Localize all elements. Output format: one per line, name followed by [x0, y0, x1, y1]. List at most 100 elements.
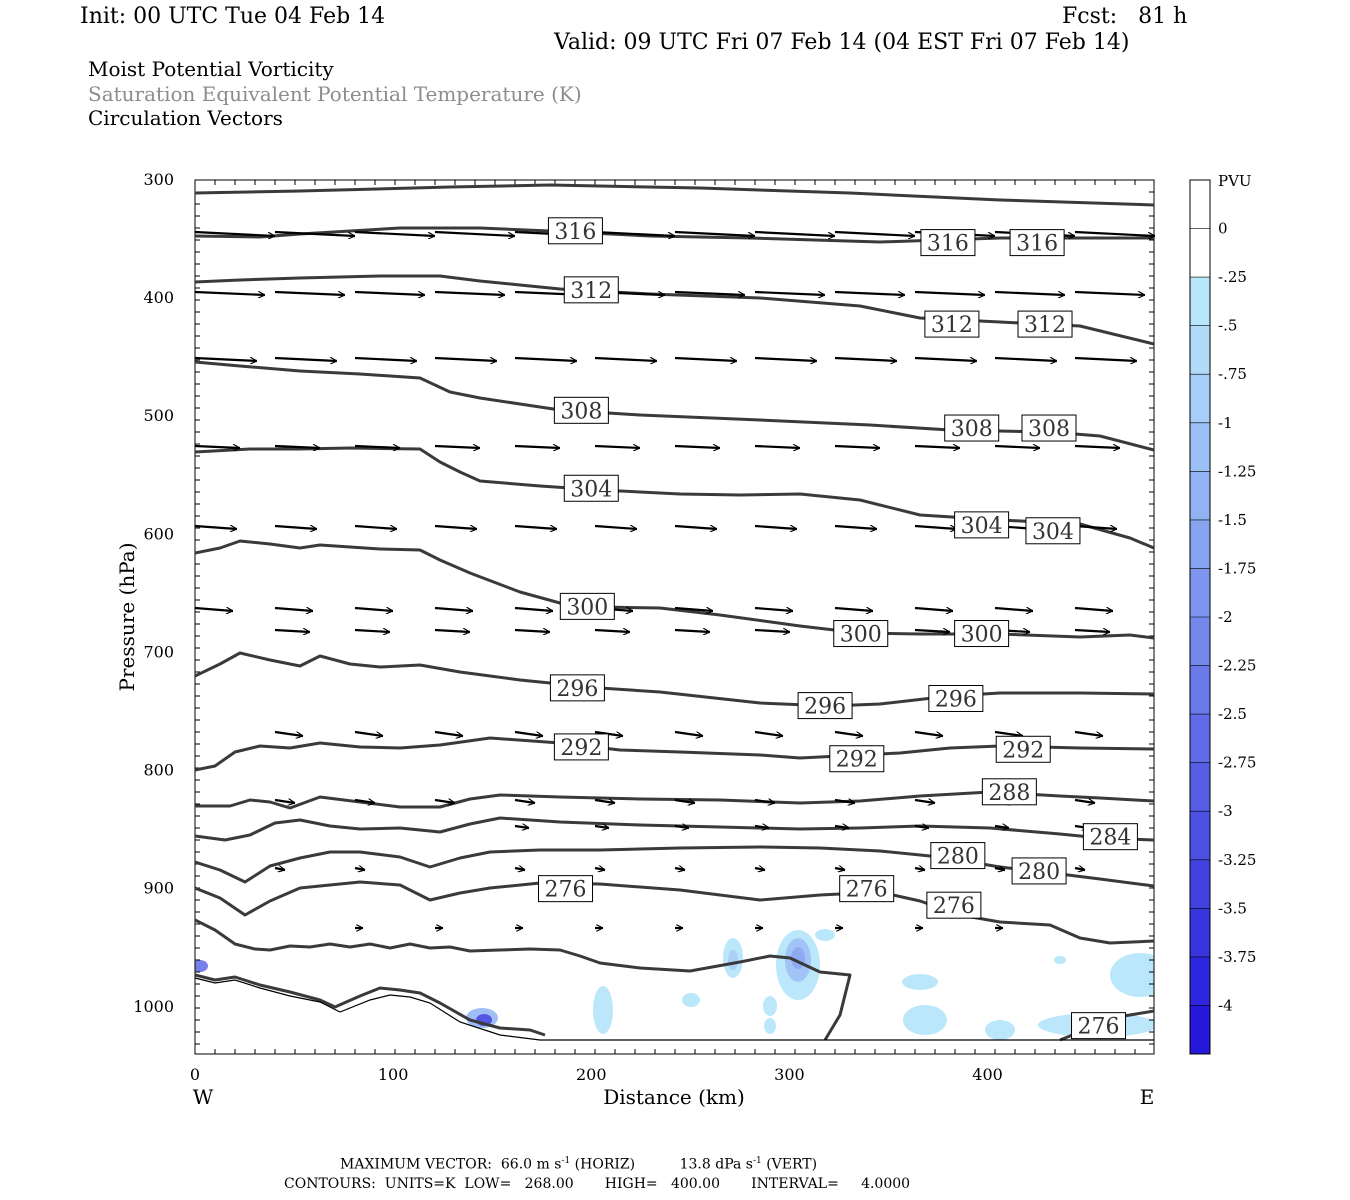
- x-axis: 0 100 200 300 400: [190, 1065, 1003, 1084]
- x-tick-label: 400: [972, 1065, 1003, 1084]
- vector-arrow: [1074, 230, 1155, 236]
- vector-arrow: [914, 868, 925, 870]
- contour-label-text: 300: [840, 623, 882, 648]
- colorbar-swatch: [1190, 471, 1210, 521]
- vector-arrow: [434, 446, 480, 448]
- contour-label-text: 276: [933, 894, 975, 919]
- vector-arrow: [594, 826, 609, 828]
- contour-label: 312: [924, 310, 980, 338]
- colorbar-label: -2.25: [1218, 657, 1256, 675]
- contour-label-box: [538, 875, 594, 903]
- vector-arrow: [274, 606, 313, 611]
- vector-arrow: [754, 356, 817, 361]
- contour-label-box: [553, 733, 609, 761]
- vector-arrow: [674, 630, 710, 632]
- contours-info: CONTOURS: UNITS=K LOW= 268.00 HIGH= 400.…: [284, 1176, 911, 1192]
- vector-arrow: [674, 730, 703, 736]
- vector-arrow: [274, 356, 337, 361]
- contours: [195, 183, 1154, 1042]
- vector-arrow: [834, 356, 897, 361]
- contour-label-box: [1025, 517, 1081, 545]
- contour-line: [195, 880, 1154, 945]
- contour-label-box: [797, 692, 853, 720]
- vector-arrow: [674, 356, 737, 361]
- vector-arrow: [674, 524, 717, 529]
- contour-label-box: [547, 217, 603, 245]
- colorbar-swatch: [1190, 859, 1210, 909]
- colorbar-swatch: [1190, 325, 1210, 375]
- contour-label-text: 276: [545, 878, 587, 903]
- pv-area: [195, 960, 208, 972]
- contour-label-box: [926, 891, 982, 919]
- vector-arrow: [1074, 868, 1085, 870]
- colorbar-label: -3.5: [1218, 899, 1247, 917]
- colorbar-swatch: [1190, 617, 1210, 667]
- colorbar-swatch: [1190, 374, 1210, 424]
- max-vector-label: MAXIMUM VECTOR:: [340, 1156, 492, 1173]
- contour-label: 296: [928, 684, 984, 712]
- vector-arrow: [914, 446, 960, 448]
- vector-arrow: [834, 230, 915, 236]
- contour-label: 276: [926, 891, 982, 919]
- vector-arrow: [514, 606, 553, 611]
- forecast-label: Fcst:: [1062, 4, 1118, 29]
- contour-label-text: 316: [554, 220, 596, 245]
- vector-arrow: [754, 630, 790, 632]
- vector-arrow: [994, 730, 1023, 736]
- vector-arrow: [594, 524, 637, 529]
- vector-arrow: [514, 630, 550, 632]
- contour-label-box: [563, 276, 619, 304]
- vector-arrow: [834, 826, 849, 828]
- pv-colorbar: 0 -.25 -.5 -.75 -1 -1.25 -1.5 -1.75 -2 -2.25 -2.5 -…: [1189, 179, 1256, 1055]
- colorbar-unit: PVU: [1218, 172, 1252, 190]
- vector-arrow: [914, 800, 935, 803]
- vector-arrow: [994, 290, 1065, 295]
- x-axis-west-label: W: [193, 1085, 214, 1109]
- vector-arrow: [354, 630, 390, 632]
- vector-arrow: [674, 230, 755, 236]
- pv-area: [1054, 956, 1066, 964]
- contour-label-box: [981, 778, 1037, 806]
- vector-arrow: [754, 800, 775, 803]
- contour-line: [195, 816, 1154, 842]
- contour-label: 300: [559, 592, 615, 620]
- contour-label: 280: [1011, 857, 1067, 885]
- y-axis: 300 400 500 600 700 800 900 1000: [133, 170, 174, 1016]
- valid-time: Valid: 09 UTC Fri 07 Feb 14 (04 EST Fri …: [554, 30, 1130, 55]
- vector-arrow: [834, 868, 845, 870]
- vector-arrow: [354, 356, 417, 361]
- pv-area: [763, 996, 777, 1016]
- vector-arrow: [594, 800, 615, 803]
- contour-label: 292: [553, 733, 609, 761]
- vector-arrow: [674, 868, 685, 870]
- pv-area: [593, 986, 613, 1034]
- contour-label: 312: [563, 276, 619, 304]
- contour-label-box: [924, 310, 980, 338]
- colorbar-swatch: [1190, 956, 1210, 1006]
- vector-arrow: [914, 630, 950, 632]
- contour-label-text: 288: [988, 781, 1030, 806]
- vector-arrow: [754, 730, 783, 736]
- y-tick-label: 500: [143, 406, 174, 425]
- colorbar-label: -.75: [1218, 365, 1247, 383]
- contour-label-text: 304: [570, 477, 612, 502]
- colorbar-label: -2.5: [1218, 705, 1247, 723]
- vector-arrow: [754, 606, 793, 611]
- forecast-value: 81 h: [1138, 4, 1188, 29]
- vector-arrow: [914, 826, 929, 828]
- contour-label-box: [1021, 414, 1077, 442]
- contour-label: 292: [995, 735, 1051, 763]
- forecast-hour: Fcst: 81 h: [1062, 4, 1187, 29]
- vector-arrow: [354, 800, 375, 803]
- vector-arrow: [434, 230, 515, 236]
- vector-arrow: [194, 524, 237, 529]
- contour-label-text: 276: [1078, 1015, 1120, 1040]
- vector-arrow: [434, 730, 463, 736]
- colorbar-label: -1: [1218, 414, 1233, 432]
- contour-label-box: [833, 620, 889, 648]
- colorbar-label: -3: [1218, 802, 1233, 820]
- contour-label-box: [829, 745, 885, 773]
- vector-arrow: [274, 630, 310, 632]
- vector-arrow: [1074, 800, 1095, 803]
